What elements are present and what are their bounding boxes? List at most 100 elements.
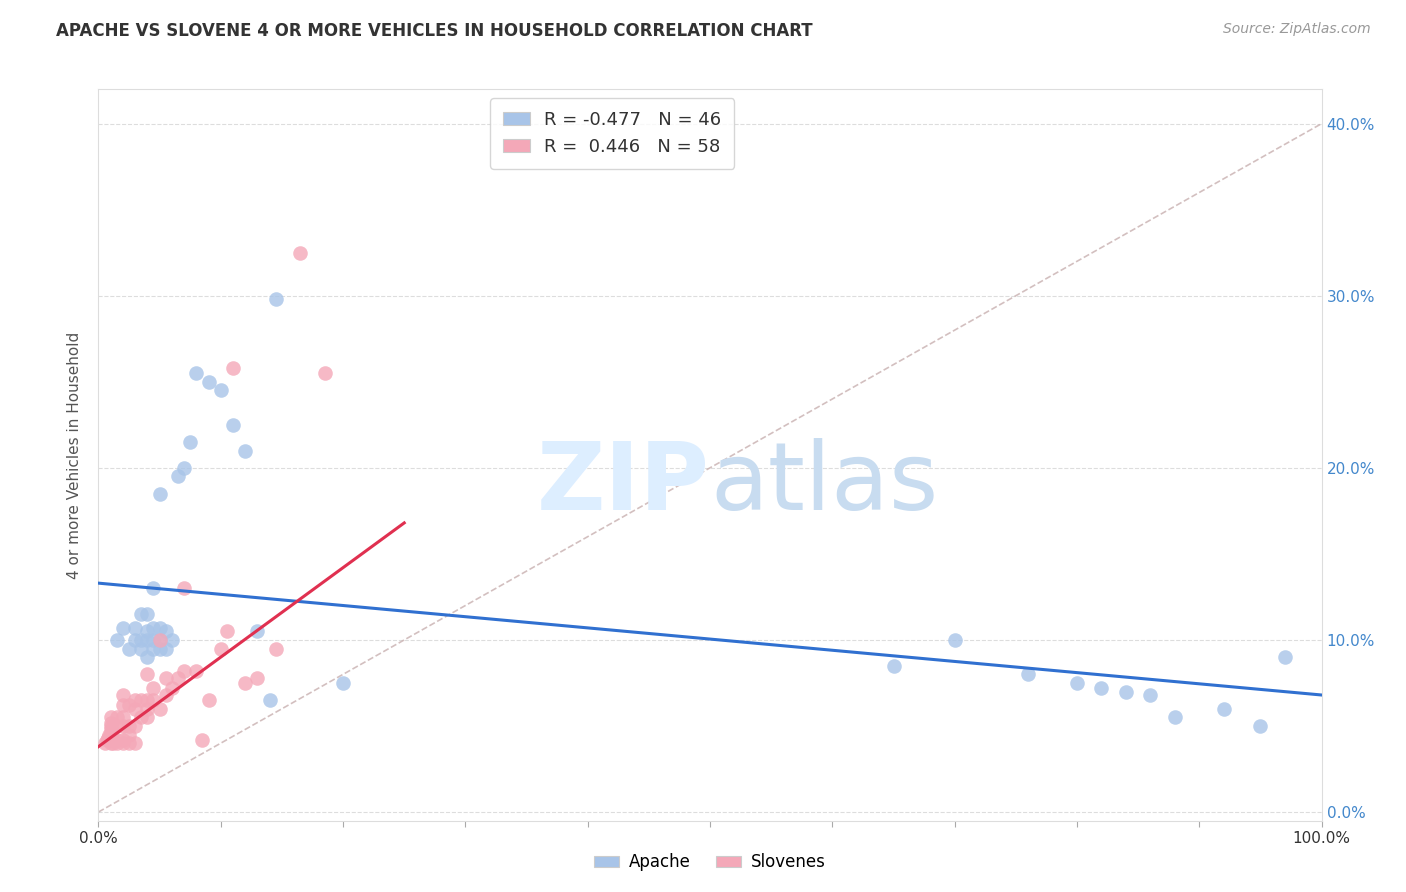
Point (98, 728, 121, 742)
Point (1249, 719, 1271, 733)
Point (136, 693, 159, 707)
Point (105, 632, 128, 647)
Point (1212, 702, 1234, 716)
Legend: Apache, Slovenes: Apache, Slovenes (588, 847, 832, 878)
Point (100, 715, 122, 730)
Point (186, 664, 208, 678)
Point (118, 736, 141, 750)
Point (264, 292, 287, 306)
Point (290, 245, 312, 260)
Point (129, 693, 152, 707)
Point (179, 435, 201, 450)
Point (1164, 710, 1187, 724)
Point (124, 702, 146, 716)
Point (1274, 650, 1296, 665)
Point (105, 732, 128, 747)
Point (111, 688, 134, 702)
Point (118, 698, 141, 713)
Point (191, 732, 214, 747)
Point (100, 719, 122, 733)
Point (111, 698, 134, 713)
Point (173, 582, 195, 596)
Point (222, 417, 245, 432)
Point (155, 641, 177, 656)
Point (142, 632, 165, 647)
Point (246, 624, 269, 639)
Point (149, 486, 172, 500)
Point (124, 632, 146, 647)
Point (105, 719, 128, 733)
Point (332, 676, 354, 690)
Point (96, 732, 118, 747)
Point (100, 732, 122, 747)
Point (124, 719, 146, 733)
Point (142, 621, 165, 635)
Point (186, 366, 208, 380)
Point (118, 719, 141, 733)
Point (149, 632, 172, 647)
Point (101, 736, 124, 750)
Point (129, 607, 152, 621)
Point (111, 719, 134, 733)
Point (1017, 667, 1039, 681)
Point (100, 723, 122, 737)
Point (136, 667, 159, 681)
Point (155, 671, 177, 685)
Point (883, 658, 905, 673)
Point (155, 688, 177, 702)
Text: Source: ZipAtlas.com: Source: ZipAtlas.com (1223, 22, 1371, 37)
Text: atlas: atlas (710, 438, 938, 530)
Point (136, 632, 159, 647)
Point (233, 676, 256, 690)
Point (136, 624, 159, 639)
Point (118, 728, 141, 742)
Point (136, 710, 159, 724)
Point (105, 710, 128, 724)
Point (100, 736, 122, 750)
Point (105, 736, 128, 750)
Point (136, 650, 159, 665)
Point (149, 702, 172, 716)
Point (233, 443, 256, 458)
Point (173, 664, 195, 678)
Point (129, 632, 152, 647)
Point (209, 641, 232, 656)
Point (142, 681, 165, 695)
Point (197, 375, 219, 389)
Point (97, 731, 120, 745)
Point (111, 736, 134, 750)
Point (167, 671, 190, 685)
Point (149, 632, 172, 647)
Point (136, 607, 159, 621)
Point (1139, 688, 1161, 702)
Point (314, 366, 336, 380)
Text: ZIP: ZIP (537, 438, 710, 530)
Point (149, 641, 172, 656)
Point (222, 361, 245, 376)
Point (124, 693, 146, 707)
Point (111, 621, 134, 635)
Point (124, 621, 146, 635)
Text: APACHE VS SLOVENE 4 OR MORE VEHICLES IN HOUSEHOLD CORRELATION CHART: APACHE VS SLOVENE 4 OR MORE VEHICLES IN … (56, 22, 813, 40)
Point (259, 693, 281, 707)
Point (100, 729, 122, 743)
Point (264, 641, 287, 656)
Point (111, 732, 134, 747)
Point (100, 726, 122, 740)
Point (197, 693, 219, 707)
Point (209, 384, 232, 398)
Point (215, 624, 238, 639)
Point (129, 710, 152, 724)
Point (111, 710, 134, 724)
Point (173, 460, 195, 475)
Y-axis label: 4 or more Vehicles in Household: 4 or more Vehicles in Household (67, 331, 83, 579)
Point (943, 632, 966, 647)
Point (167, 469, 190, 483)
Point (149, 621, 172, 635)
Point (160, 681, 183, 695)
Point (142, 641, 165, 656)
Point (129, 641, 152, 656)
Point (142, 693, 165, 707)
Point (93, 736, 115, 750)
Point (1115, 684, 1137, 698)
